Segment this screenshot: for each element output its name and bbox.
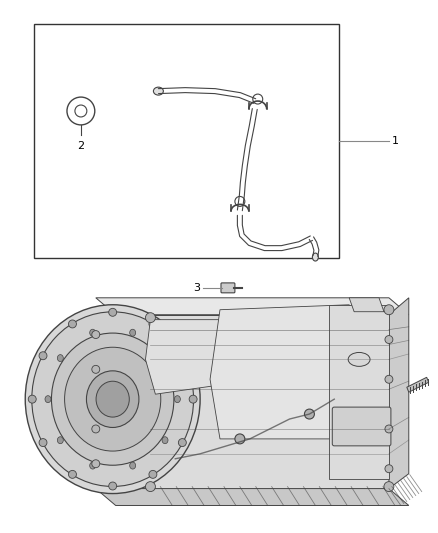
- Polygon shape: [96, 314, 389, 489]
- Ellipse shape: [312, 253, 318, 261]
- Circle shape: [145, 313, 155, 322]
- Polygon shape: [329, 305, 389, 479]
- Ellipse shape: [96, 381, 129, 417]
- Ellipse shape: [149, 320, 157, 328]
- Circle shape: [92, 365, 100, 373]
- Circle shape: [304, 409, 314, 419]
- FancyBboxPatch shape: [332, 407, 391, 446]
- Circle shape: [92, 330, 100, 338]
- Polygon shape: [96, 298, 409, 314]
- Bar: [34, 23, 339, 258]
- Ellipse shape: [109, 482, 117, 490]
- Ellipse shape: [162, 437, 168, 443]
- Polygon shape: [210, 305, 364, 439]
- Text: 1: 1: [392, 136, 399, 146]
- Circle shape: [384, 305, 394, 314]
- Ellipse shape: [162, 354, 168, 361]
- Ellipse shape: [39, 352, 47, 360]
- Ellipse shape: [32, 312, 194, 487]
- FancyBboxPatch shape: [221, 283, 235, 293]
- Ellipse shape: [178, 352, 186, 360]
- Polygon shape: [389, 298, 409, 489]
- Ellipse shape: [149, 471, 157, 478]
- Circle shape: [385, 375, 393, 383]
- Ellipse shape: [25, 305, 200, 494]
- Ellipse shape: [174, 395, 180, 402]
- Circle shape: [235, 434, 245, 444]
- Circle shape: [385, 425, 393, 433]
- Ellipse shape: [90, 329, 95, 336]
- Ellipse shape: [130, 462, 136, 469]
- Polygon shape: [145, 320, 260, 394]
- Circle shape: [92, 425, 100, 433]
- Ellipse shape: [189, 395, 197, 403]
- Ellipse shape: [68, 471, 76, 478]
- Ellipse shape: [130, 329, 136, 336]
- Polygon shape: [349, 298, 384, 312]
- Ellipse shape: [39, 439, 47, 447]
- Polygon shape: [96, 489, 409, 505]
- Ellipse shape: [57, 437, 64, 443]
- Ellipse shape: [57, 354, 64, 361]
- Ellipse shape: [90, 462, 95, 469]
- Polygon shape: [407, 377, 429, 392]
- Text: 2: 2: [78, 141, 85, 151]
- Ellipse shape: [68, 320, 76, 328]
- Ellipse shape: [109, 308, 117, 316]
- Ellipse shape: [52, 333, 174, 465]
- Text: 3: 3: [193, 283, 200, 293]
- Ellipse shape: [178, 439, 186, 447]
- Circle shape: [92, 460, 100, 468]
- Circle shape: [384, 482, 394, 491]
- Circle shape: [385, 336, 393, 343]
- Ellipse shape: [45, 395, 51, 402]
- Ellipse shape: [153, 87, 163, 95]
- Circle shape: [145, 482, 155, 491]
- Ellipse shape: [348, 352, 370, 366]
- Ellipse shape: [28, 395, 36, 403]
- Circle shape: [385, 465, 393, 473]
- Ellipse shape: [86, 371, 139, 427]
- Ellipse shape: [64, 347, 161, 451]
